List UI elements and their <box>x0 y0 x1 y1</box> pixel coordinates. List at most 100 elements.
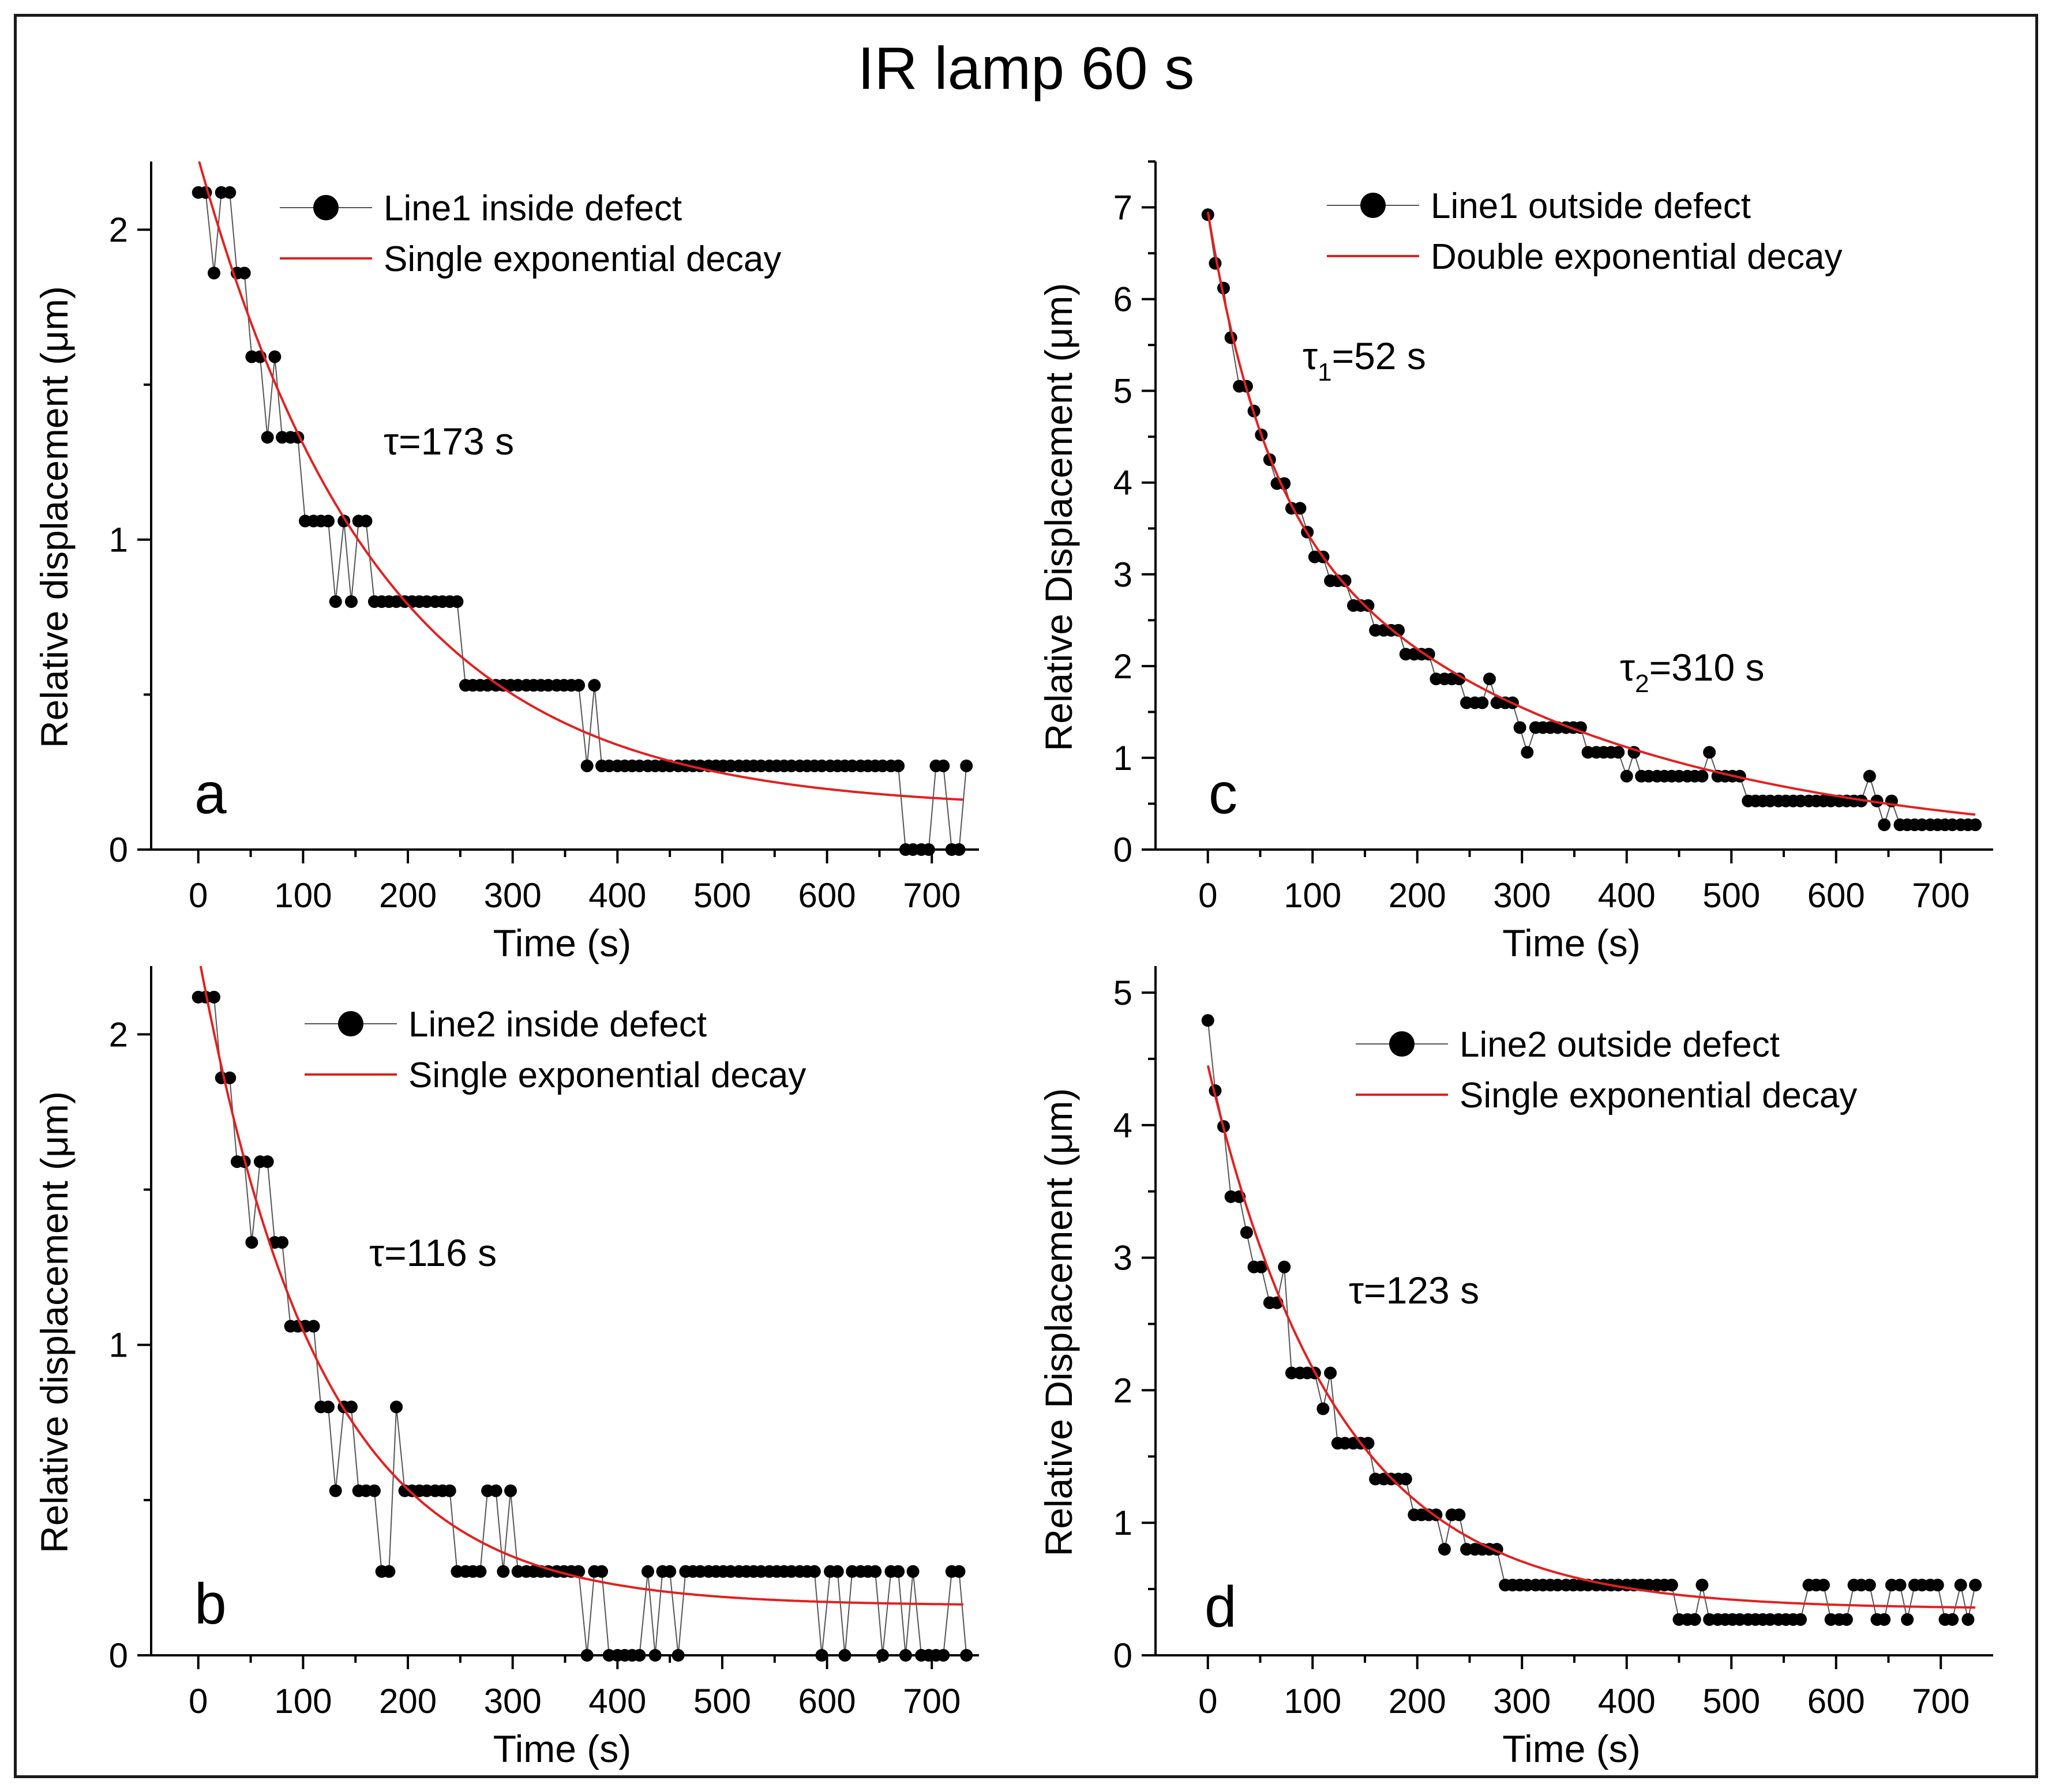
legend-entry-fit: Double exponential decay <box>1431 237 1843 277</box>
data-point <box>268 350 282 363</box>
x-axis-label: Time (s) <box>1502 922 1641 964</box>
data-point <box>1961 1613 1975 1626</box>
data-point <box>344 1400 358 1414</box>
legend: Line2 inside defect Single exponential de… <box>305 1005 806 1095</box>
data-point <box>937 1649 950 1662</box>
chart-panel-d: 0 100 200 300 400 500 600 700 0 1 2 3 4 5 Time (s) Rela… <box>1037 966 1993 1770</box>
data-point <box>321 514 335 528</box>
chart-panel-c: 0 100 200 300 400 500 600 700 0 1 2 3 4 5 6 7 Time (s) Re… <box>1037 160 1993 964</box>
x-tick-label: 200 <box>1389 1682 1446 1720</box>
x-tick-label: 400 <box>588 1682 646 1720</box>
legend-data-marker <box>1389 1031 1415 1057</box>
x-tick-label: 100 <box>274 876 332 915</box>
tau-annotation: τ=123 s <box>1349 1269 1479 1312</box>
data-point <box>1969 1579 1982 1592</box>
y-tick-label: 2 <box>109 211 128 249</box>
legend-entry-data: Line2 inside defect <box>408 1005 707 1045</box>
y-tick-label: 0 <box>1113 1636 1132 1675</box>
y-axis-label: Relative Displacement (μm) <box>1037 283 1080 752</box>
data-point <box>1361 1437 1375 1450</box>
y-tick-label: 5 <box>1113 974 1132 1012</box>
data-point <box>207 990 220 1004</box>
data-point <box>1240 1226 1253 1239</box>
x-tick-label: 500 <box>1702 1682 1760 1720</box>
data-point <box>359 514 373 528</box>
tau-annotation: τ1=52 s <box>1303 335 1426 386</box>
x-tick-label: 400 <box>1598 1682 1656 1720</box>
y-tick-label: 4 <box>1113 1106 1132 1145</box>
data-point <box>1255 1260 1268 1273</box>
y-tick-label: 6 <box>1113 280 1132 319</box>
data-point <box>876 1649 889 1662</box>
panel-label: c <box>1209 761 1237 826</box>
chart-panel-b: 0 100 200 300 400 500 600 700 0 1 2 Time (s) Relativ… <box>33 966 979 1770</box>
x-tick-label: 400 <box>588 876 646 915</box>
x-axis-label: Time (s) <box>1502 1727 1641 1770</box>
data-point <box>672 1649 685 1662</box>
fit-curve <box>1206 1065 1976 1609</box>
data-point <box>1863 1579 1876 1592</box>
panel-label: b <box>194 1572 227 1636</box>
data-point <box>1422 648 1435 661</box>
data-point <box>1361 599 1375 612</box>
data-point <box>1688 1613 1701 1626</box>
y-tick-label: 3 <box>1113 1239 1132 1278</box>
data-point <box>1483 673 1496 686</box>
data-markers <box>192 186 973 856</box>
x-tick-label: 600 <box>798 876 856 915</box>
x-tick-label: 700 <box>903 876 961 915</box>
x-tick-label: 0 <box>189 876 208 915</box>
panel-label: d <box>1205 1575 1237 1639</box>
data-point <box>1453 1508 1466 1521</box>
data-point <box>1278 1260 1291 1273</box>
data-point <box>329 1484 342 1497</box>
legend-data-marker <box>338 1011 363 1036</box>
data-markers <box>1201 208 1982 832</box>
y-tick-label: 7 <box>1113 189 1132 227</box>
data-point <box>922 843 935 856</box>
figure-title: IR lamp 60 s <box>857 35 1195 102</box>
data-point <box>1954 1579 1967 1592</box>
x-tick-label: 100 <box>274 1682 332 1720</box>
data-point <box>497 1565 510 1578</box>
legend-data-marker <box>313 195 339 220</box>
x-tick-label: 500 <box>693 1682 751 1720</box>
legend-entry-data: Line2 outside defect <box>1460 1025 1780 1065</box>
data-point <box>1324 1366 1337 1380</box>
data-point <box>1293 502 1307 515</box>
x-tick-label: 600 <box>798 1682 856 1720</box>
legend-entry-data: Line1 inside defect <box>384 189 682 228</box>
data-point <box>223 186 237 199</box>
y-tick-label: 0 <box>109 831 128 869</box>
x-tick-label: 700 <box>903 1682 961 1720</box>
data-point <box>1201 1014 1214 1027</box>
tau-annotation: τ=173 s <box>384 420 514 463</box>
data-point <box>1695 1579 1709 1592</box>
data-point <box>1863 769 1876 783</box>
data-point <box>1278 477 1291 490</box>
data-point <box>1521 746 1534 759</box>
data-point <box>382 1565 396 1578</box>
data-point <box>937 759 950 772</box>
y-tick-label: 0 <box>109 1636 128 1675</box>
y-axis-label: Relative displacement (μm) <box>33 1091 76 1553</box>
x-tick-label: 600 <box>1807 1682 1865 1720</box>
fit-curve <box>199 966 963 1606</box>
data-point <box>869 1565 882 1578</box>
x-tick-label: 200 <box>379 876 437 915</box>
y-tick-label: 3 <box>1113 555 1132 594</box>
x-axis-label: Time (s) <box>493 922 632 964</box>
data-point <box>307 1320 320 1333</box>
y-tick-label: 5 <box>1113 372 1132 411</box>
data-point <box>1399 1472 1412 1486</box>
x-tick-label: 200 <box>379 1682 437 1720</box>
data-series-line <box>1207 215 1976 827</box>
data-point <box>588 679 601 692</box>
data-point <box>207 266 220 280</box>
tau-annotation: τ2=310 s <box>1620 646 1765 698</box>
data-point <box>451 595 464 608</box>
data-point <box>838 1649 851 1662</box>
data-point <box>1612 746 1625 759</box>
legend: Line1 inside defect Single exponential de… <box>280 189 781 279</box>
x-tick-label: 300 <box>484 1682 542 1720</box>
